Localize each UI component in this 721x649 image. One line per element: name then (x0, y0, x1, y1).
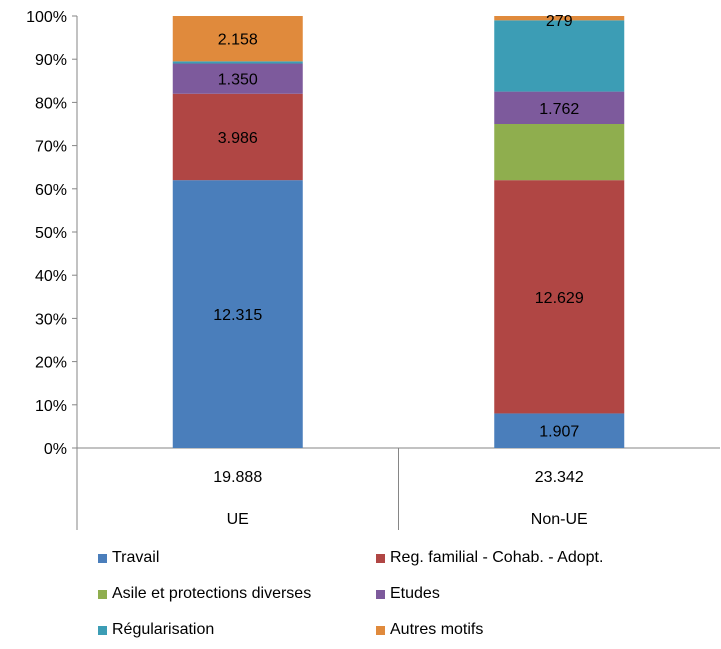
legend-item: Etudes (376, 585, 440, 603)
x-category-label: UE (227, 511, 249, 528)
bar-segment (494, 16, 625, 21)
legend-item: Autres motifs (376, 621, 483, 639)
y-tick-label: 30% (35, 311, 67, 328)
legend-label: Reg. familial - Cohab. - Adopt. (390, 549, 604, 566)
legend-swatch (376, 589, 385, 599)
legend-item: Reg. familial - Cohab. - Adopt. (376, 549, 603, 567)
legend-label: Travail (112, 549, 160, 566)
y-tick-label: 90% (35, 52, 67, 69)
data-label: 2.158 (218, 32, 258, 49)
bar-segment (494, 91, 625, 124)
y-tick-label: 60% (35, 182, 67, 199)
y-tick-label: 0% (44, 441, 67, 458)
bar-segment (172, 93, 303, 181)
data-label: 1.350 (218, 72, 258, 89)
legend-label: Etudes (390, 585, 440, 602)
y-tick-label: 40% (35, 268, 67, 285)
legend-swatch (376, 625, 385, 635)
chart-bars (172, 16, 625, 448)
bar-segment (172, 16, 303, 62)
category-total-label: 23.342 (535, 469, 584, 486)
data-label: 12.629 (535, 290, 584, 307)
legend-item: Régularisation (98, 621, 214, 639)
data-label: 1.907 (539, 424, 579, 441)
chart-axes: 0% 10% 20% 30% 40% 50% 60% 70% 80% 90% 100% (26, 9, 720, 530)
legend-swatch (98, 625, 107, 635)
bar-segment (172, 180, 303, 448)
bar-segment (172, 61, 303, 64)
data-label: 279 (546, 13, 573, 30)
x-category-label: Non-UE (531, 511, 588, 528)
chart-data-labels: 12.315 3.986 1.350 2.158 19.888 UE 1.907 12.629… (213, 13, 587, 528)
legend-label: Asile et protections diverses (112, 585, 312, 602)
y-tick-label: 10% (35, 398, 67, 415)
y-tick-label: 20% (35, 355, 67, 372)
legend-item: Travail (98, 549, 159, 567)
legend-swatch (98, 553, 107, 563)
bar-segment (494, 413, 625, 448)
category-total-label: 19.888 (213, 469, 262, 486)
data-label: 12.315 (213, 307, 262, 324)
y-tick-label: 70% (35, 139, 67, 156)
bar-segment (494, 20, 625, 92)
legend-swatch (98, 589, 107, 599)
y-tick-label: 100% (26, 9, 67, 26)
legend-label: Régularisation (112, 621, 215, 638)
legend-item: Asile et protections diverses (98, 585, 311, 603)
bar-segment (172, 63, 303, 94)
legend-swatch (376, 553, 385, 563)
stacked-bar-chart: 0% 10% 20% 30% 40% 50% 60% 70% 80% 90% 100% 12.315… (26, 9, 720, 530)
bar-segment (494, 180, 625, 414)
data-label: 1.762 (539, 101, 579, 118)
y-tick-label: 80% (35, 95, 67, 112)
bar-segment (494, 124, 625, 181)
legend-label: Autres motifs (390, 621, 484, 638)
y-tick-label: 50% (35, 225, 67, 242)
data-label: 3.986 (218, 130, 258, 147)
